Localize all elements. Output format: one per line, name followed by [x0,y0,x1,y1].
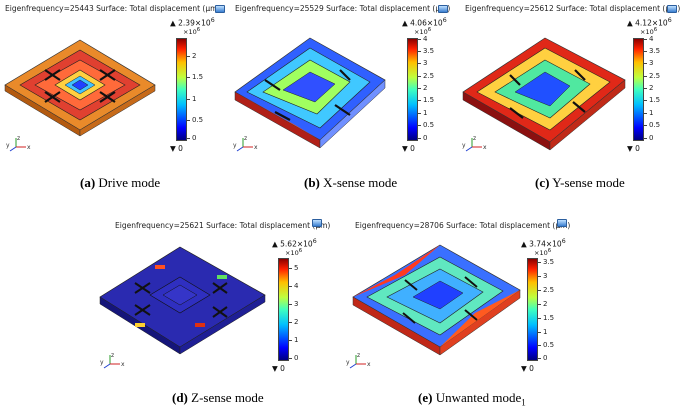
svg-text:x: x [121,361,125,368]
max-label: ▲ 2.39×106 [170,17,215,28]
tick-label: 1 [288,336,299,344]
max-label: ▲ 5.62×106 [272,238,317,249]
tick-label: 2 [643,84,654,92]
tick-label: 0 [643,134,654,142]
svg-text:z: z [244,135,247,142]
panel-header: Eigenfrequency=25621 Surface: Total disp… [115,221,331,230]
max-label: ▲ 3.74×106 [521,238,566,249]
tick-label: 2.5 [417,72,435,80]
tick-label: 3 [643,59,654,67]
axis-triad-icon: z y x [100,352,125,369]
tick-label: 0 [417,134,428,142]
camera-icon[interactable] [215,5,225,13]
panel-header: Eigenfrequency=28706 Surface: Total disp… [355,221,571,230]
unit-label: ×106 [534,248,552,258]
min-label: ▼ 0 [170,144,183,153]
svg-text:x: x [367,361,371,368]
axis-triad-icon: z y x [233,135,258,152]
tick-label: 1.5 [537,314,555,322]
tick-label: 4 [288,282,299,290]
svg-text:y: y [6,142,10,149]
panel-header: Eigenfrequency=25529 Surface: Total disp… [235,4,451,13]
tick-label: 1 [643,109,654,117]
svg-text:z: z [357,352,360,359]
colorbar [527,258,538,361]
svg-text:z: z [473,135,476,142]
axis-triad-icon: z y x [6,135,31,152]
colorbar [176,38,187,141]
svg-text:x: x [254,144,258,151]
svg-text:x: x [483,144,487,151]
max-label: ▲ 4.06×106 [402,17,447,28]
svg-text:z: z [111,352,114,359]
camera-icon[interactable] [667,5,677,13]
min-label: ▼ 0 [521,364,534,373]
tick-label: 0 [288,354,299,362]
unit-label: ×106 [285,248,303,258]
mems-plot-z-sense [99,246,266,355]
tick-label: 3.5 [417,47,435,55]
min-label: ▼ 0 [627,144,640,153]
panel-header: Eigenfrequency=25443 Surface: Total disp… [5,4,221,13]
caption: (b) X-sense mode [304,175,398,190]
tick-label: 2.5 [537,286,555,294]
tick-label: 0.5 [537,341,555,349]
unit-label: ×106 [183,27,201,37]
unit-label: ×106 [640,27,658,37]
tick-label: 1.5 [417,96,435,104]
tick-label: 2 [288,318,299,326]
camera-icon[interactable] [557,219,567,227]
tick-label: 1 [417,109,428,117]
svg-text:x: x [27,144,31,151]
axis-triad-icon: z y x [462,135,487,152]
tick-label: 3.5 [537,258,555,266]
tick-label: 3 [288,300,299,308]
tick-label: 1.5 [186,73,204,81]
tick-label: 3 [537,272,548,280]
svg-text:y: y [346,359,350,366]
caption: (e) Unwanted mode1 [418,390,526,408]
tick-label: 3 [417,59,428,67]
caption: (c) Y-sense mode [535,175,625,190]
caption: (a) Drive mode [80,175,161,190]
svg-text:z: z [17,135,20,142]
mems-plot-x-sense [234,37,386,149]
tick-label: 2 [417,84,428,92]
tick-label: 2 [537,300,548,308]
colorbar [407,38,418,141]
tick-label: 2 [186,52,197,60]
mems-plot-y-sense [462,37,626,151]
tick-label: 2.5 [643,72,661,80]
svg-text:y: y [100,359,104,366]
tick-label: 1.5 [643,96,661,104]
svg-text:y: y [233,142,237,149]
axis-triad-icon: z y x [346,352,371,369]
tick-label: 5 [288,264,299,272]
mems-plot-drive [4,39,156,137]
tick-label: 0.5 [186,116,204,124]
colorbar [633,38,644,141]
tick-label: 0 [537,354,548,362]
tick-label: 0 [186,134,197,142]
camera-icon[interactable] [312,219,322,227]
max-label: ▲ 4.12×106 [627,17,672,28]
unit-label: ×106 [414,27,432,37]
tick-label: 1 [186,95,197,103]
min-label: ▼ 0 [272,364,285,373]
caption: (d) Z-sense mode [172,390,264,405]
svg-text:y: y [462,142,466,149]
tick-label: 3.5 [643,47,661,55]
tick-label: 0.5 [643,121,661,129]
tick-label: 4 [417,35,428,43]
min-label: ▼ 0 [402,144,415,153]
mems-plot-unwanted [352,244,521,356]
tick-label: 0.5 [417,121,435,129]
colorbar [278,258,289,361]
tick-label: 4 [643,35,654,43]
camera-icon[interactable] [438,5,448,13]
panel-header: Eigenfrequency=25612 Surface: Total disp… [465,4,681,13]
tick-label: 1 [537,328,548,336]
